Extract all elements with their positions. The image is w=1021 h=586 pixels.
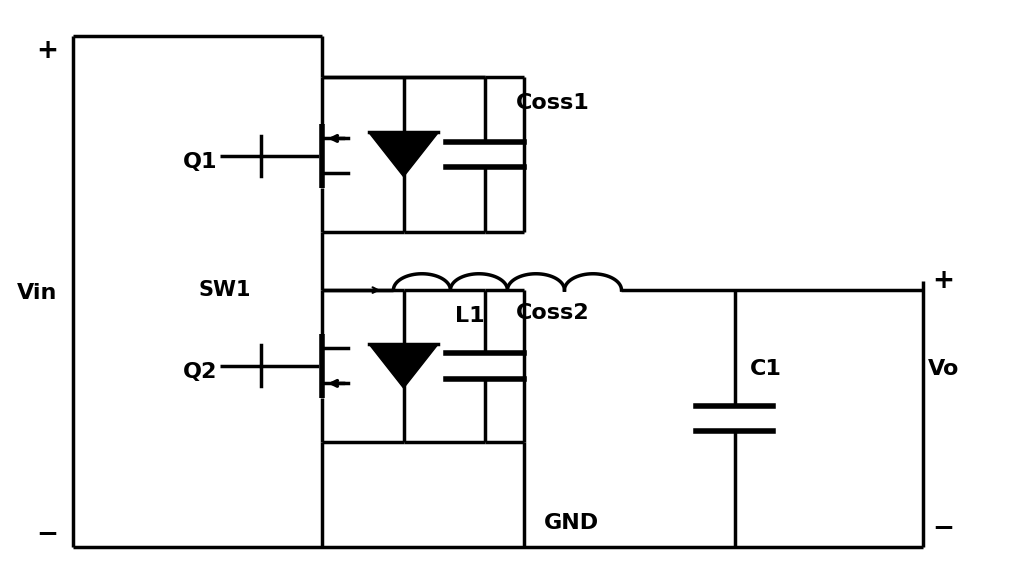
Text: C1: C1 xyxy=(749,359,782,379)
Text: Q1: Q1 xyxy=(183,152,217,172)
Polygon shape xyxy=(369,132,438,176)
Text: +: + xyxy=(932,268,955,294)
Text: Coss2: Coss2 xyxy=(516,304,589,323)
Text: Q2: Q2 xyxy=(183,362,217,381)
Text: −: − xyxy=(36,522,58,548)
Text: Vo: Vo xyxy=(927,359,959,379)
Text: +: + xyxy=(36,38,58,64)
Polygon shape xyxy=(369,344,438,388)
Text: L1: L1 xyxy=(455,306,485,326)
Text: Vin: Vin xyxy=(16,283,57,303)
Text: Coss1: Coss1 xyxy=(516,93,589,114)
Text: GND: GND xyxy=(544,513,599,533)
Text: SW1: SW1 xyxy=(198,280,251,300)
Text: −: − xyxy=(932,516,955,542)
